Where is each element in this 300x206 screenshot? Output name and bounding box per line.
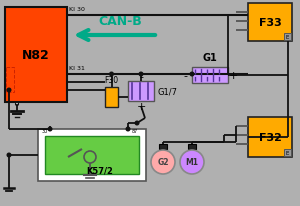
Text: +: +: [228, 71, 238, 81]
Circle shape: [48, 128, 52, 131]
FancyBboxPatch shape: [159, 144, 167, 149]
FancyBboxPatch shape: [45, 136, 139, 174]
Circle shape: [180, 150, 204, 174]
FancyBboxPatch shape: [128, 82, 154, 102]
Text: M1: M1: [185, 158, 199, 167]
FancyBboxPatch shape: [192, 68, 228, 84]
Circle shape: [7, 153, 11, 157]
Circle shape: [16, 103, 19, 106]
Text: G2: G2: [157, 158, 169, 167]
Circle shape: [190, 73, 194, 76]
FancyBboxPatch shape: [284, 34, 291, 41]
Circle shape: [135, 122, 139, 125]
Circle shape: [126, 128, 130, 131]
Text: CAN-B: CAN-B: [98, 15, 142, 28]
Circle shape: [7, 89, 11, 92]
FancyBboxPatch shape: [188, 144, 196, 149]
Text: KI 30: KI 30: [69, 7, 85, 12]
Text: N82: N82: [22, 49, 50, 62]
Text: F30: F30: [104, 76, 118, 85]
Circle shape: [139, 73, 143, 76]
Text: 30: 30: [42, 128, 48, 133]
Text: -: -: [183, 71, 187, 81]
Text: E: E: [286, 150, 289, 155]
Text: G1/7: G1/7: [157, 87, 177, 96]
FancyBboxPatch shape: [284, 149, 291, 156]
FancyBboxPatch shape: [38, 129, 146, 181]
Text: 87: 87: [132, 128, 138, 133]
Text: E: E: [286, 35, 289, 40]
Text: K57/2: K57/2: [87, 166, 113, 175]
Text: G1: G1: [202, 53, 217, 63]
FancyBboxPatch shape: [248, 117, 292, 157]
FancyBboxPatch shape: [5, 8, 67, 103]
Text: -: -: [139, 72, 143, 82]
Circle shape: [151, 150, 175, 174]
FancyBboxPatch shape: [248, 4, 292, 42]
Circle shape: [110, 73, 113, 76]
FancyBboxPatch shape: [105, 88, 118, 108]
Text: KI 31: KI 31: [69, 66, 85, 71]
Text: F32: F32: [259, 132, 281, 142]
Text: +: +: [136, 102, 146, 111]
Text: F33: F33: [259, 18, 281, 28]
